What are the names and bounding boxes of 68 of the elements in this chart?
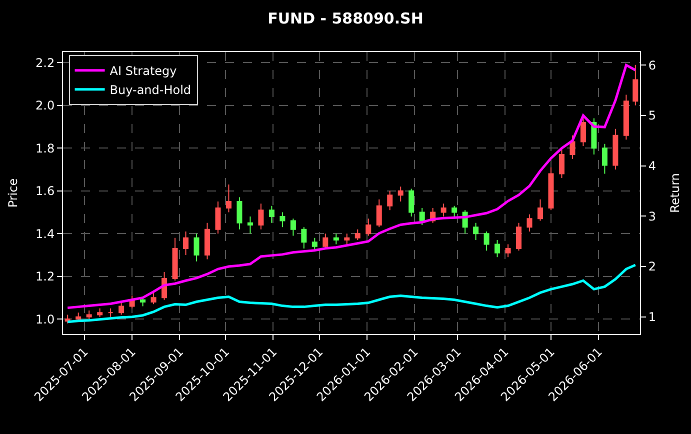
candlestick	[473, 222, 479, 240]
candlestick	[526, 214, 532, 232]
line-series	[66, 64, 637, 310]
candlestick	[172, 237, 178, 282]
y2-tick-label: 1	[648, 310, 656, 324]
candlestick	[194, 233, 200, 262]
y-tick-label: 1.6	[36, 184, 55, 198]
y-tick-label: 2.2	[36, 56, 55, 70]
candlestick	[602, 143, 608, 174]
candlestick	[505, 244, 511, 258]
candlestick	[623, 94, 629, 140]
y-tick-label: 1.4	[36, 226, 55, 241]
legend-label: Buy-and-Hold	[110, 83, 192, 97]
y-tick-label: 2.0	[36, 98, 55, 113]
candlestick	[632, 64, 638, 106]
y2-tick-label: 5	[648, 108, 656, 123]
candlestick	[398, 186, 404, 202]
candlestick	[419, 207, 425, 226]
candlestick	[538, 198, 544, 222]
candlestick	[312, 237, 318, 252]
candlestick	[140, 297, 146, 307]
y2-tick-label: 3	[648, 209, 656, 224]
candlestick	[516, 222, 522, 252]
candlestick	[226, 184, 232, 213]
candlestick	[118, 301, 124, 316]
y-tick-label: 1.0	[36, 312, 55, 326]
candlestick	[354, 228, 360, 240]
candlestick	[494, 240, 500, 258]
candlestick	[333, 233, 339, 245]
y-tick-label: 1.8	[36, 141, 55, 156]
candlestick	[440, 203, 446, 217]
candlestick	[280, 212, 286, 228]
candlestick	[204, 222, 210, 260]
candlestick	[86, 310, 92, 320]
candlestick	[408, 188, 414, 217]
chart-title: FUND - 588090.SH	[268, 10, 424, 28]
candlestick	[268, 205, 274, 224]
candlestick	[290, 218, 296, 236]
candlestick	[97, 308, 103, 318]
candlestick	[376, 198, 382, 228]
candlestick	[558, 148, 564, 179]
candlestick	[236, 196, 242, 230]
candlestick	[108, 308, 114, 318]
y2-tick-label: 4	[648, 159, 656, 174]
candlestick	[484, 230, 490, 252]
candlestick	[366, 218, 372, 236]
candlestick	[258, 203, 264, 230]
candlestick	[215, 201, 221, 234]
y2-tick-label: 6	[648, 58, 656, 72]
y-tick-label: 1.2	[36, 270, 55, 284]
y2-axis-title: Return	[668, 173, 682, 213]
line-series	[66, 264, 637, 324]
candlestick	[548, 166, 554, 211]
candlestick	[612, 128, 618, 170]
candlestick	[570, 134, 576, 160]
candlestick	[322, 233, 328, 250]
candlestick	[344, 233, 350, 245]
candlestick	[183, 230, 189, 256]
y2-tick-label: 2	[648, 260, 656, 274]
candlestick	[452, 205, 458, 220]
candlestick	[76, 312, 82, 322]
candlestick	[247, 216, 253, 234]
candlestick	[301, 226, 307, 250]
candlestick	[150, 290, 156, 305]
legend-label: AI Strategy	[110, 64, 177, 78]
candlestick	[580, 116, 586, 146]
candlestick	[387, 190, 393, 211]
y-axis-title: Price	[6, 178, 20, 208]
